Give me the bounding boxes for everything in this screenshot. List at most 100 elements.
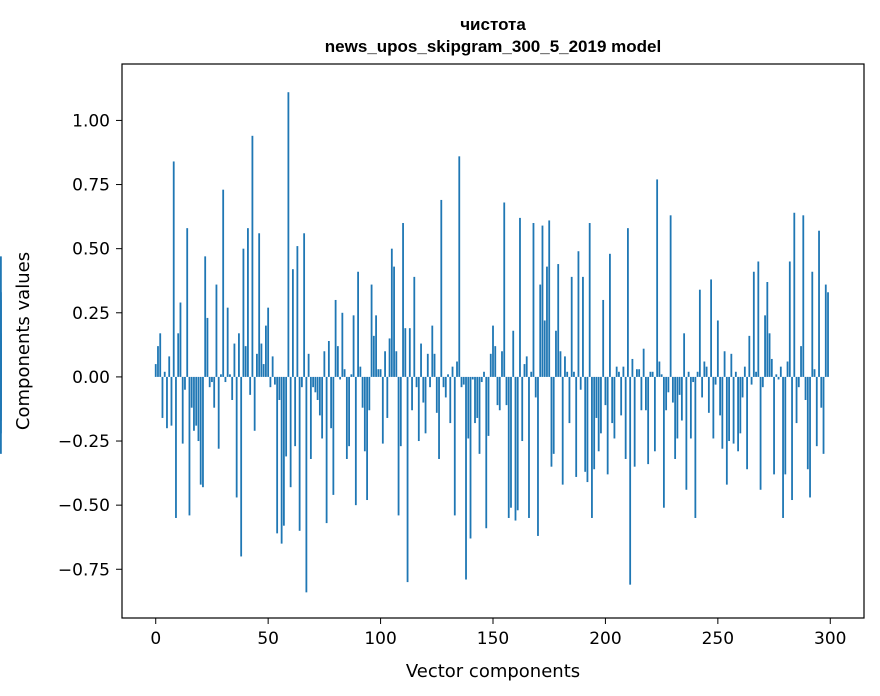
bar-90	[357, 271, 359, 377]
bar-172	[541, 225, 544, 377]
bar-153	[498, 376, 501, 411]
bar-252	[721, 376, 724, 449]
bar-264	[748, 335, 751, 377]
bar-53	[274, 376, 276, 385]
bar-230	[671, 376, 674, 403]
x-tick-label: 0	[150, 629, 161, 649]
bar-131	[449, 376, 452, 424]
bar-247	[710, 279, 712, 377]
bar-288	[802, 215, 805, 377]
bar-176	[550, 376, 553, 467]
bar-282	[788, 261, 791, 377]
bar-120	[424, 376, 427, 434]
bar-95	[368, 376, 371, 411]
bar-253	[723, 351, 726, 377]
bar-55	[278, 376, 281, 400]
bar-150	[492, 325, 494, 377]
bar-231	[674, 376, 677, 459]
x-tick-label: 200	[589, 629, 621, 649]
bar-64	[298, 376, 301, 531]
bar-97	[372, 335, 375, 377]
bar-243	[701, 376, 704, 398]
bar-213	[633, 376, 636, 467]
bar-196	[595, 376, 598, 418]
bar-30	[222, 189, 225, 377]
bar-45	[256, 353, 258, 377]
bar-36	[235, 376, 238, 498]
bar-24	[208, 376, 211, 388]
bar-156	[505, 376, 508, 406]
bar-59	[287, 92, 290, 377]
bar-146	[483, 371, 485, 377]
bar-246	[707, 376, 710, 413]
bar-11	[179, 302, 182, 377]
bar-60	[289, 376, 292, 488]
bar-147	[485, 376, 488, 529]
bar-71	[314, 376, 317, 393]
bar-84	[343, 369, 346, 377]
bar-138	[465, 376, 467, 580]
bar-undefined	[0, 292, 2, 377]
bar-245	[705, 366, 708, 377]
bar-91	[359, 366, 362, 377]
bar-117	[417, 376, 420, 442]
bar-100	[379, 369, 382, 377]
bar-169	[534, 376, 537, 398]
bar-79	[332, 376, 335, 495]
bar-165	[525, 356, 528, 377]
y-tick-label: −0.75	[58, 560, 110, 580]
bar-135	[458, 156, 461, 377]
bar-82	[339, 376, 341, 380]
y-axis: −0.75 −0.50 −0.25 0.00 0.25 0.50 0.75 1.00	[58, 111, 122, 580]
bar-148	[487, 376, 490, 436]
bar-297	[822, 376, 825, 454]
bar-10	[177, 333, 180, 377]
bar-37	[238, 333, 240, 377]
bar-50	[267, 307, 270, 377]
bar-104	[388, 338, 391, 377]
bar-126	[438, 376, 440, 459]
bar-202	[609, 253, 611, 377]
bar-105	[390, 248, 393, 377]
bar-296	[820, 376, 823, 408]
y-tick-label: 0.50	[72, 240, 110, 260]
bar-149	[489, 353, 492, 377]
chart-title-line-1: чистота	[460, 15, 526, 34]
bar-145	[480, 376, 483, 383]
bar-218	[645, 376, 647, 411]
bar-157	[507, 376, 510, 518]
bar-127	[440, 199, 443, 377]
bar-217	[642, 348, 645, 377]
bar-214	[636, 369, 638, 377]
bar-39	[242, 248, 245, 377]
bar-83	[341, 312, 344, 377]
bar-232	[676, 376, 679, 439]
chart-title-line-2: news_upos_skipgram_300_5_2019 model	[325, 37, 661, 56]
bar-283	[791, 376, 793, 501]
bar-212	[631, 358, 634, 377]
bar-38	[240, 376, 243, 557]
x-tick-label: 300	[814, 629, 846, 649]
bar-201	[606, 376, 609, 475]
bar-112	[406, 376, 409, 583]
bar-101	[381, 376, 384, 444]
bar-178	[555, 330, 557, 377]
bar-5	[166, 376, 168, 429]
bar-274	[770, 358, 773, 377]
bar-223	[656, 179, 659, 377]
bar-70	[312, 376, 315, 388]
bar-13	[184, 376, 186, 390]
bar-62	[294, 376, 297, 447]
bar-27	[215, 284, 218, 377]
bar-183	[566, 371, 569, 377]
bar-222	[653, 376, 656, 452]
bar-186	[573, 371, 575, 377]
bar-132	[451, 366, 454, 377]
bar-235	[683, 333, 686, 377]
bar-189	[579, 376, 582, 390]
bar-194	[591, 376, 593, 518]
bar-162	[519, 217, 521, 377]
bar-18	[195, 376, 198, 426]
bar-15	[188, 376, 191, 516]
